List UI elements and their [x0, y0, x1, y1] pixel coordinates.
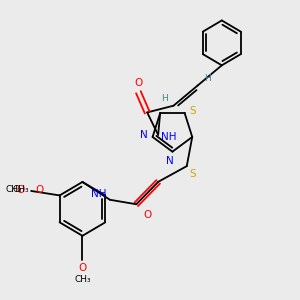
- Text: O: O: [16, 185, 25, 195]
- Text: N: N: [166, 156, 174, 166]
- Text: O: O: [134, 78, 142, 88]
- Text: S: S: [189, 169, 196, 179]
- Text: NH: NH: [161, 132, 177, 142]
- Text: O: O: [143, 210, 151, 220]
- Text: O: O: [36, 185, 44, 195]
- Text: CH₃: CH₃: [13, 185, 29, 194]
- Text: H: H: [161, 94, 168, 103]
- Text: N: N: [140, 130, 148, 140]
- Text: H: H: [204, 74, 211, 83]
- Text: S: S: [189, 106, 196, 116]
- Text: O: O: [78, 263, 87, 273]
- Text: CH₃: CH₃: [6, 185, 22, 194]
- Text: CH₃: CH₃: [74, 275, 91, 284]
- Text: NH: NH: [91, 189, 107, 199]
